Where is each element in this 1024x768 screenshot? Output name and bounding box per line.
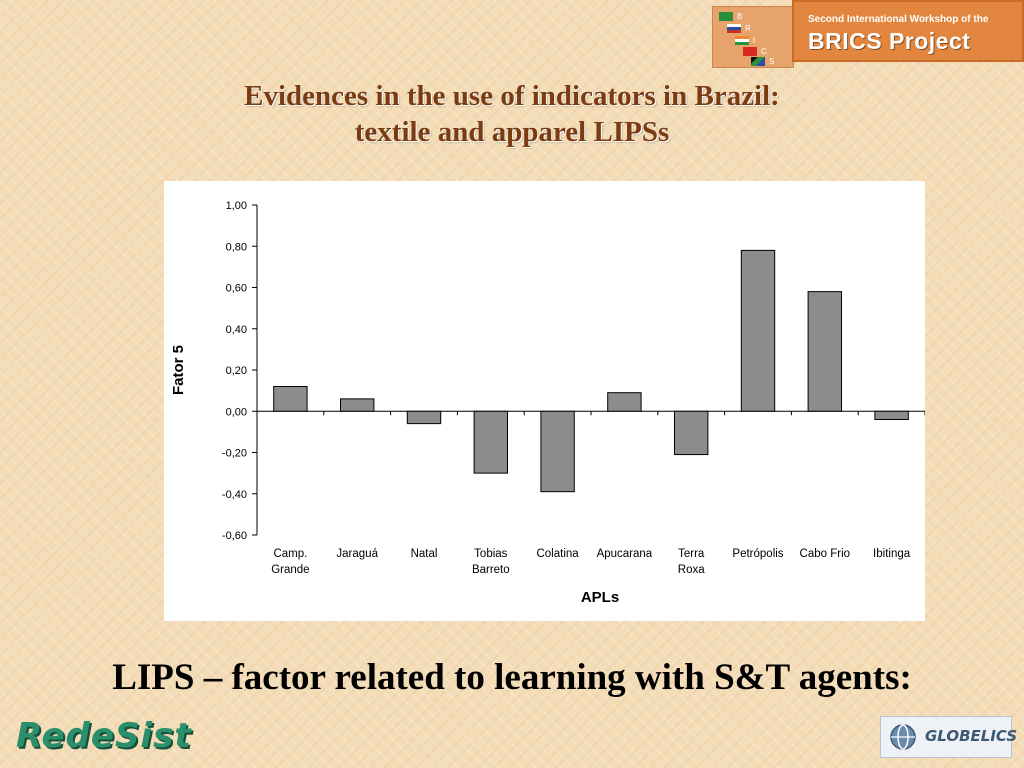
y-tick-label: 0,60 <box>226 283 247 295</box>
x-tick-label: Cabo Frio <box>800 548 851 560</box>
flags-panel: B R I C S <box>712 6 794 68</box>
brazil-flag-icon <box>719 12 733 21</box>
slide-title: Evidences in the use of indicators in Br… <box>0 78 1024 150</box>
y-tick-label: 0,80 <box>226 241 247 253</box>
workshop-label: Second International Workshop of the <box>808 14 989 25</box>
y-tick-label: 0,00 <box>226 406 247 418</box>
x-tick-label: Petrópolis <box>732 548 783 560</box>
x-tick-label: Tobias Barreto <box>472 548 510 576</box>
flag-letter: R <box>745 24 751 33</box>
x-tick-label: Camp. Grande <box>271 548 309 576</box>
x-tick-label: Colatina <box>536 548 579 560</box>
bar <box>607 392 642 412</box>
x-axis-title: APLs <box>581 589 619 606</box>
x-tick-label: Terra Roxa <box>678 548 705 576</box>
y-tick-label: 0,40 <box>226 324 247 336</box>
flag-letter: B <box>737 12 743 21</box>
flag-row-r: R <box>727 24 751 33</box>
flag-letter: S <box>769 57 775 66</box>
bar <box>273 386 308 412</box>
bar-chart: 1,00 0,80 0,60 0,40 0,20 0,00 -0,20 -0,40 -0,60 C… <box>170 200 925 606</box>
bar <box>674 410 709 456</box>
project-label: BRICS Project <box>808 28 971 54</box>
globelics-logo: GLOBELICS <box>880 716 1017 758</box>
x-tick-label: Apucarana <box>597 548 653 560</box>
flag-row-c: C <box>743 47 767 56</box>
flag-row-b: B <box>719 12 742 21</box>
bar <box>874 410 909 420</box>
bar <box>473 410 509 474</box>
bar <box>740 249 776 412</box>
y-tick-label: -0,20 <box>222 448 247 460</box>
russia-flag-icon <box>727 24 741 33</box>
title-line-1: Evidences in the use of indicators in Br… <box>244 80 780 112</box>
bar <box>406 410 442 425</box>
title-line-2: textile and apparel LIPSs <box>354 116 670 148</box>
y-tick-label: 0,20 <box>226 365 247 377</box>
flag-letter: I <box>753 36 756 45</box>
south-africa-flag-icon <box>751 57 765 66</box>
brics-banner: B R I C S Second International Workshop … <box>712 0 1024 68</box>
bar <box>340 398 375 412</box>
flag-letter: C <box>761 47 767 56</box>
bar <box>540 410 575 493</box>
y-tick-label: 1,00 <box>226 200 247 212</box>
x-tick-label: Natal <box>411 548 438 560</box>
bar <box>807 291 842 412</box>
x-tick-label: Jaraguá <box>336 548 378 560</box>
globelics-label: GLOBELICS <box>925 727 1018 745</box>
y-tick-label: -0,40 <box>222 489 247 501</box>
chart-panel: 1,00 0,80 0,60 0,40 0,20 0,00 -0,20 -0,40 -0,60 C… <box>164 181 925 621</box>
redesist-logo: RedeSist <box>16 716 192 756</box>
china-flag-icon <box>743 47 757 56</box>
brics-title-box: Second International Workshop of the BRI… <box>792 0 1024 62</box>
globe-icon <box>890 724 916 750</box>
flag-row-s: S <box>751 57 774 66</box>
flag-row-i: I <box>735 36 755 45</box>
x-tick-label: Ibitinga <box>873 548 911 560</box>
india-flag-icon <box>735 36 749 45</box>
y-tick-label: -0,60 <box>222 530 247 542</box>
y-axis-title: Fator 5 <box>170 345 187 395</box>
slide-subtitle: LIPS – factor related to learning with S… <box>112 657 912 698</box>
